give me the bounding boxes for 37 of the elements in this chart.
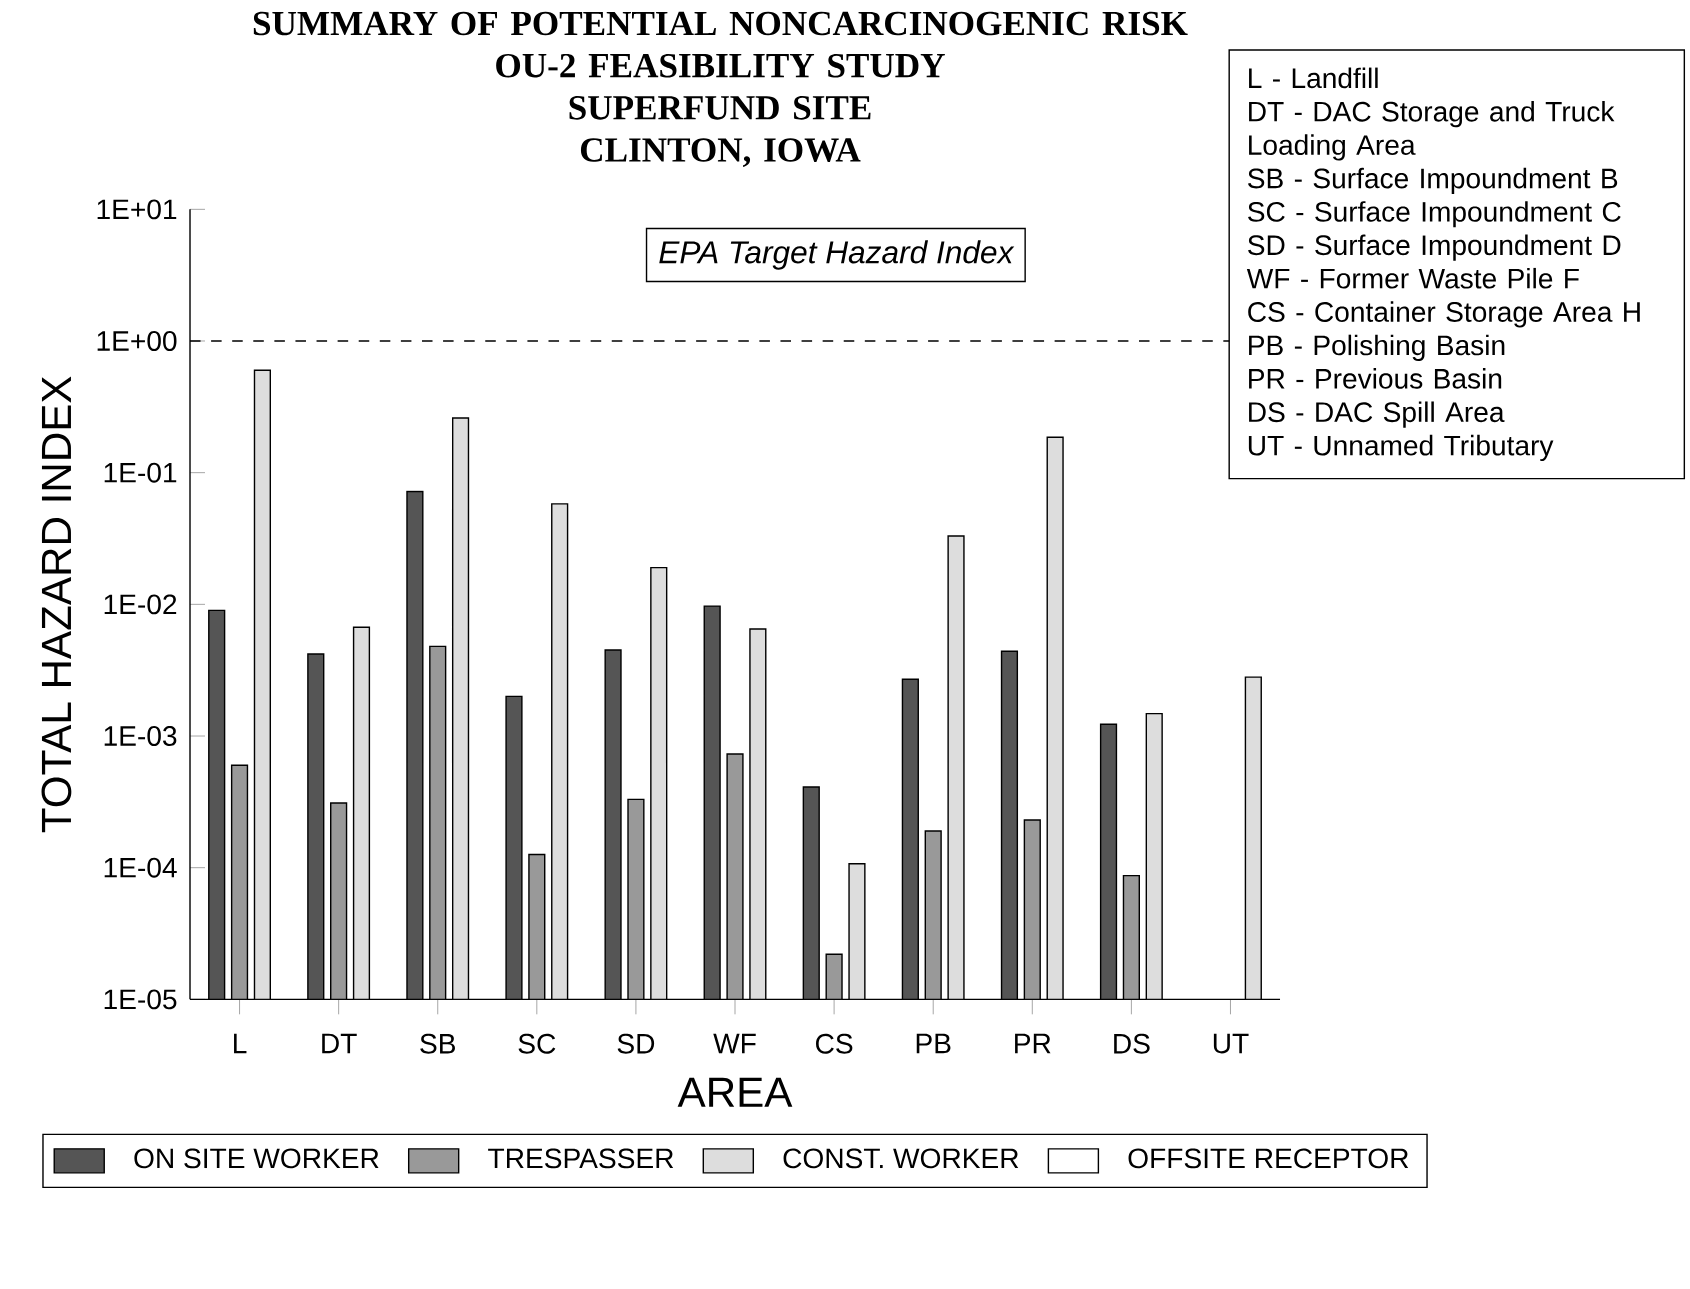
annotation: SD - Surface Impoundment D — [1248, 234, 1621, 261]
annotation: PR - Previous Basin — [1249, 367, 1502, 389]
legend-label: CONST. WORKER — [783, 1148, 1019, 1169]
chart-title: SUMMARY OF POTENTIAL NONCARCINOGENIC RISK OU-2 FEASIBILITY STUDY SUPERFUND SITE CLINTON, IOWA — [253, 11, 1188, 167]
legend-label: OFFSITE RECEPTOR — [1128, 1148, 1409, 1169]
x-tick-label: SB — [420, 1033, 455, 1054]
annotation: SC - Surface Impoundment C — [1248, 200, 1621, 228]
y-tick-label: 1E-03 — [104, 725, 177, 746]
annotation: PB - Polishing Basin — [1249, 334, 1505, 361]
y-tick-label: 1E-05 — [104, 989, 177, 1010]
x-tick-label: DS — [1114, 1033, 1150, 1054]
text: DT - DAC Storage and Truck Loading Area — [1249, 100, 1615, 161]
x-tick-label: PB — [916, 1033, 951, 1053]
legend-label: TRESPASSER — [488, 1148, 674, 1169]
annotation: DS - DAC Spill Area — [1249, 401, 1505, 428]
annotation: WF - Former Waste Pile F — [1246, 267, 1579, 289]
annotation: UT - Unnamed Tributary — [1248, 434, 1554, 461]
y-axis-title: TOTAL HAZARD INDEX — [41, 376, 72, 833]
text: SB - Surface Impoundment B — [1248, 167, 1618, 194]
x-tick-label: DT — [322, 1033, 357, 1053]
x-tick-label: CS — [816, 1033, 853, 1054]
x-tick-label: SC — [518, 1033, 556, 1054]
y-tick-label: 1E+00 — [97, 330, 177, 351]
y-tick-label: 1E-01 — [104, 462, 177, 483]
text: L - Landfill — [1249, 67, 1378, 89]
y-tick-label: 1E-04 — [104, 857, 177, 878]
x-axis-title: AREA — [677, 1077, 793, 1107]
y-tick-label: 1E-02 — [104, 594, 177, 615]
y-tick-label: 1E+01 — [97, 199, 177, 220]
x-tick-label: PR — [1015, 1033, 1051, 1053]
legend-label: ON SITE WORKER — [134, 1148, 379, 1169]
ref-line-label: EPA Target Hazard Index — [659, 240, 1015, 270]
annotation: CS - Container Storage Area H — [1248, 301, 1640, 328]
x-tick-label: WF — [713, 1033, 756, 1053]
x-tick-label: UT — [1213, 1033, 1249, 1054]
x-tick-label: SD — [617, 1033, 655, 1054]
x-tick-label: L — [234, 1033, 247, 1053]
